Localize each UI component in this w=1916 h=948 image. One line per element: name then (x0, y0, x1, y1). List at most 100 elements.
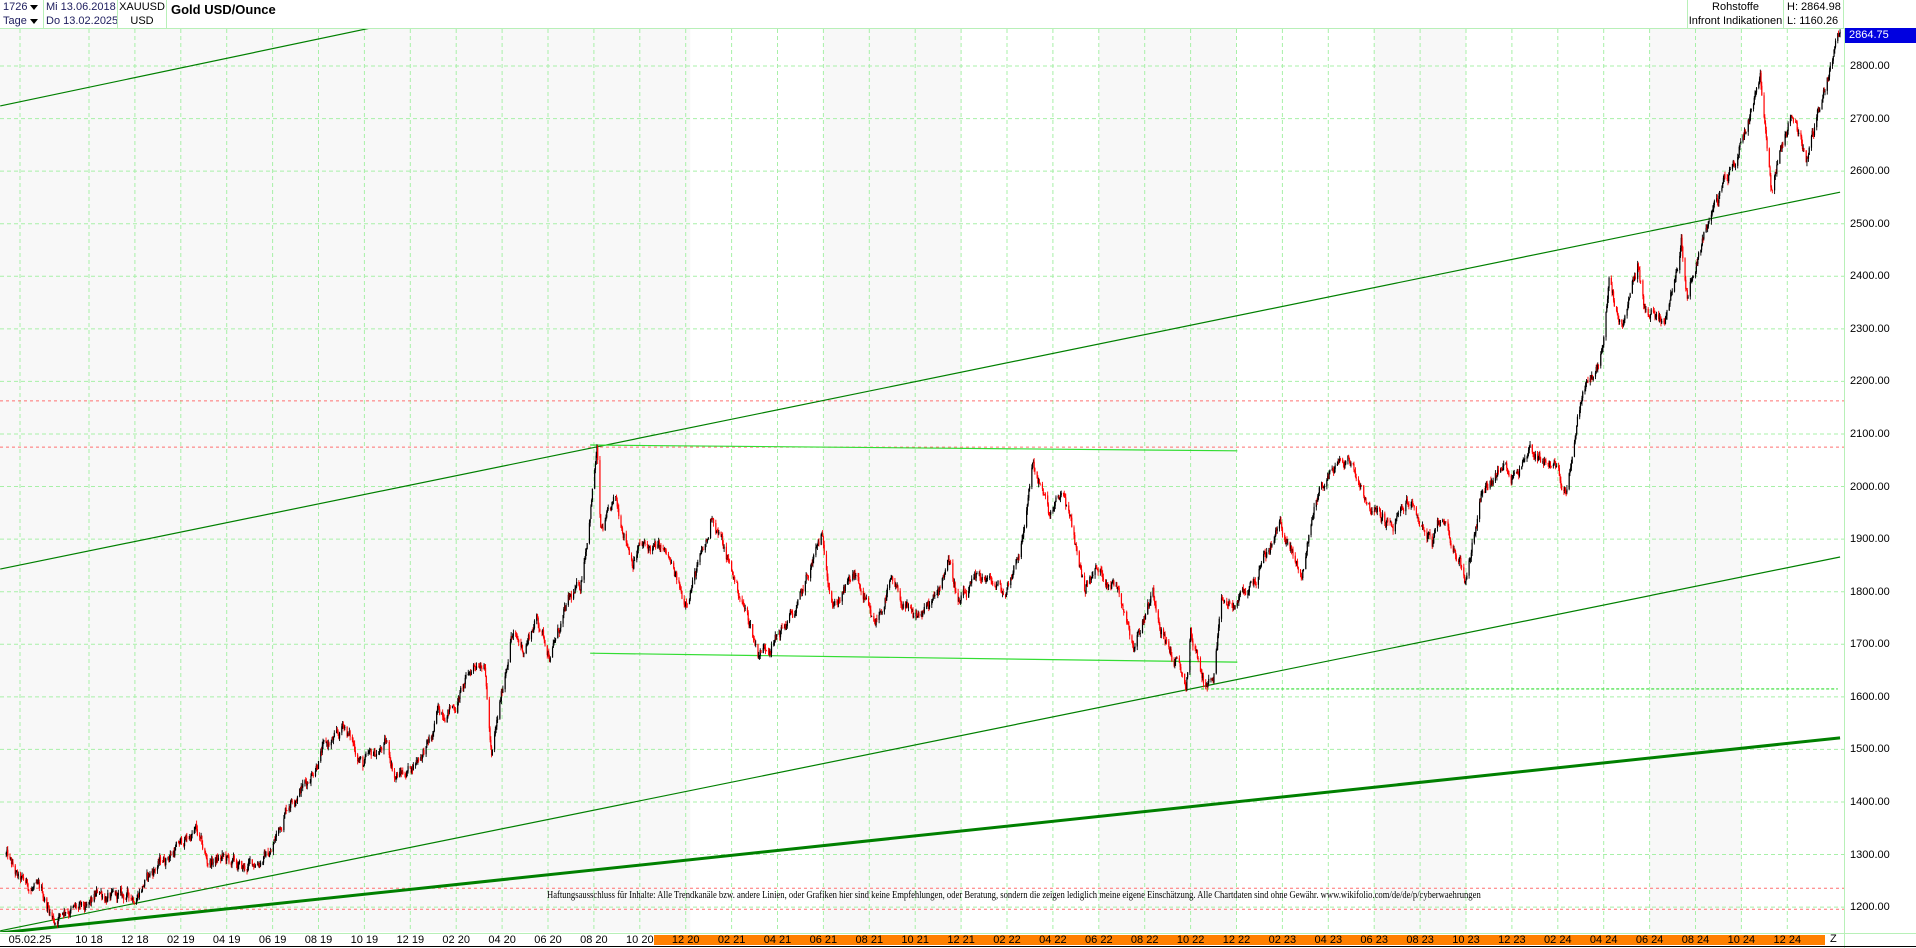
candle-body (1479, 501, 1481, 503)
candle (462, 683, 464, 692)
candle (683, 595, 685, 608)
category: Rohstoffe (1687, 0, 1784, 14)
candle-body (1329, 470, 1331, 473)
candle-body (1184, 683, 1186, 686)
candle (1247, 590, 1249, 599)
candle-body (500, 701, 502, 702)
candle (509, 638, 511, 663)
candle-body (284, 808, 287, 814)
candle-body (326, 742, 328, 744)
trend-lines (0, 29, 1841, 932)
candle-body (1011, 576, 1013, 580)
candle-body (272, 844, 274, 852)
candle (910, 604, 912, 609)
candle (1661, 318, 1663, 324)
candle (354, 740, 356, 753)
candle-body (291, 800, 293, 803)
candle-body (117, 892, 119, 896)
candle (906, 599, 908, 607)
candle-body (49, 912, 51, 914)
candle (668, 555, 670, 560)
candle (1181, 672, 1183, 678)
candle-body (1108, 584, 1110, 587)
candle (1207, 681, 1209, 688)
candle (953, 577, 955, 588)
candle (965, 589, 968, 601)
candle (1576, 414, 1579, 427)
candle-body (867, 598, 870, 606)
candle-body (1576, 425, 1578, 435)
end-date[interactable]: Do 13.02.2025 (46, 14, 118, 28)
candle-body (133, 901, 135, 905)
candle (1682, 245, 1684, 262)
candle (827, 573, 829, 588)
candle-body (405, 772, 408, 778)
candle (495, 725, 497, 734)
candle-body (1591, 375, 1594, 380)
candle (1497, 465, 1500, 475)
candle (1669, 299, 1671, 307)
candle-body (1390, 521, 1393, 527)
candle-body (1484, 491, 1486, 493)
candle-body (312, 774, 314, 777)
candle-body (712, 518, 715, 524)
candle-body (1422, 524, 1424, 529)
candle (952, 559, 954, 582)
candle-body (565, 604, 567, 611)
candle-body (395, 777, 397, 779)
candle-body (439, 709, 441, 715)
candle-body (174, 846, 177, 851)
candle-body (813, 555, 815, 560)
candle (62, 912, 64, 916)
bars-count-select[interactable]: 1726 (0, 0, 44, 14)
candle-body (1532, 452, 1534, 454)
candle-body (722, 535, 724, 545)
candle-body (1226, 605, 1229, 607)
candle (1391, 525, 1393, 528)
candle (1705, 224, 1707, 233)
candle-body (1664, 317, 1667, 324)
candle-body (337, 731, 339, 734)
candle-body (37, 882, 39, 884)
candle-body (1094, 568, 1096, 575)
candle (272, 841, 274, 856)
candle (791, 609, 794, 619)
start-date[interactable]: Mi 13.06.2018 (44, 0, 118, 14)
candle-body (1448, 526, 1450, 532)
candle-body (1115, 585, 1117, 587)
candle-body (1639, 270, 1641, 281)
candle (570, 593, 572, 597)
candle (275, 834, 277, 843)
candle-body (1508, 472, 1510, 476)
candle (77, 906, 80, 912)
candle-body (226, 856, 228, 861)
candle (144, 879, 146, 888)
candle-body (1473, 534, 1475, 543)
candle (174, 847, 176, 858)
candle (259, 862, 261, 869)
candle-body (1600, 354, 1602, 366)
candle-body (874, 621, 876, 623)
candle-body (1334, 465, 1336, 470)
candle-body (474, 665, 476, 667)
candle (1279, 515, 1281, 525)
candle (265, 851, 267, 858)
candle-body (918, 613, 920, 616)
candle-body (1659, 316, 1661, 319)
candle (201, 835, 203, 845)
period-select[interactable]: Tage (0, 14, 44, 28)
candle (269, 851, 271, 858)
candle-body (502, 689, 504, 693)
candle-body (411, 766, 414, 771)
candle (770, 650, 772, 656)
candle (685, 598, 688, 608)
candle (646, 540, 648, 549)
candle (675, 571, 677, 578)
candle (1004, 594, 1007, 599)
candle-body (769, 651, 771, 654)
candle-body (1069, 515, 1071, 517)
candle (258, 860, 260, 869)
candle (1084, 590, 1086, 597)
candle (588, 519, 591, 545)
